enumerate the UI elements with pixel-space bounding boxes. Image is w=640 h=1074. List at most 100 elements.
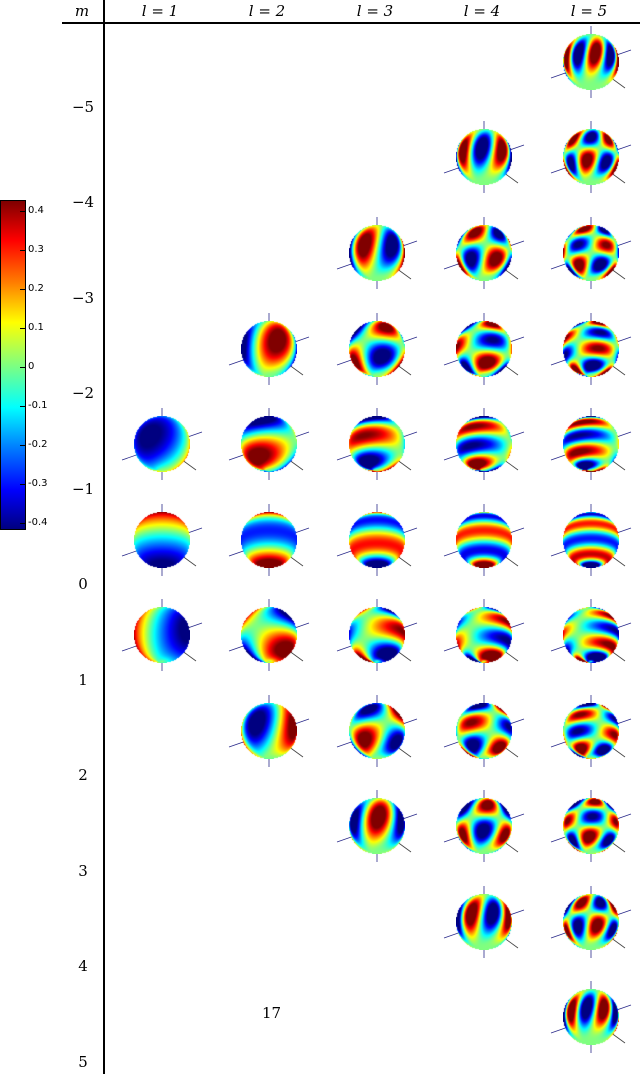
row-label-m3: 3 — [78, 862, 88, 880]
colorbar-tick-mark — [20, 367, 26, 368]
column-header-l5: l = 5 — [570, 2, 608, 20]
colorbar-tick-mark — [20, 211, 26, 212]
sphere-surface — [134, 416, 190, 472]
sphere-l3-m1 — [336, 599, 418, 671]
sphere-l4-m-1 — [443, 408, 525, 480]
colorbar-tick-label: -0.4 — [28, 517, 48, 528]
sphere-l1-m1 — [121, 599, 203, 671]
sphere-l2-m-2 — [228, 313, 310, 385]
sphere-surface — [134, 512, 190, 568]
sphere-l2-m0 — [228, 504, 310, 576]
sphere-l1-m-1 — [121, 408, 203, 480]
sphere-l5-m4 — [550, 886, 632, 958]
colorbar-tick-label: 0.2 — [28, 283, 44, 294]
colorbar-tick-mark — [20, 250, 26, 251]
row-label-m1: 1 — [78, 671, 88, 689]
sphere-surface — [241, 512, 297, 568]
header-rule — [62, 22, 640, 24]
sphere-l4-m1 — [443, 599, 525, 671]
sphere-l4-m-3 — [443, 217, 525, 289]
sphere-surface — [349, 798, 405, 854]
colorbar-tick-label: -0.2 — [28, 439, 48, 450]
colorbar-tick-mark — [20, 289, 26, 290]
sphere-l5-m2 — [550, 695, 632, 767]
sphere-l5-m-1 — [550, 408, 632, 480]
sphere-surface — [563, 225, 619, 281]
sphere-l4-m0 — [443, 504, 525, 576]
sphere-l3-m-2 — [336, 313, 418, 385]
column-header-l4: l = 4 — [463, 2, 501, 20]
sphere-l2-m-1 — [228, 408, 310, 480]
sphere-l3-m0 — [336, 504, 418, 576]
sphere-surface — [349, 607, 405, 663]
sphere-l3-m3 — [336, 790, 418, 862]
sphere-l4-m4 — [443, 886, 525, 958]
column-header-l2: l = 2 — [248, 2, 286, 20]
colorbar-tick-mark — [20, 445, 26, 446]
colorbar-tick-label: -0.3 — [28, 478, 48, 489]
sphere-surface — [563, 989, 619, 1045]
sphere-surface — [349, 416, 405, 472]
sphere-l1-m0 — [121, 504, 203, 576]
sphere-surface — [563, 129, 619, 185]
colorbar — [0, 200, 26, 530]
colorbar-tick-mark — [20, 328, 26, 329]
sphere-surface — [134, 607, 190, 663]
sphere-surface — [563, 894, 619, 950]
sphere-surface — [563, 798, 619, 854]
row-label-m0: 0 — [78, 575, 88, 593]
sphere-surface — [456, 416, 512, 472]
row-label-m4: 4 — [78, 957, 88, 975]
sphere-l3-m-1 — [336, 408, 418, 480]
row-label-m-4: −4 — [71, 193, 95, 211]
sphere-l5-m0 — [550, 504, 632, 576]
colorbar-tick-label: 0 — [28, 361, 35, 372]
sphere-l4-m-2 — [443, 313, 525, 385]
row-label-m-2: −2 — [71, 384, 95, 402]
sphere-surface — [456, 129, 512, 185]
sphere-surface — [456, 225, 512, 281]
sphere-surface — [349, 225, 405, 281]
sphere-surface — [349, 703, 405, 759]
sphere-l5-m-5 — [550, 26, 632, 98]
sphere-l5-m1 — [550, 599, 632, 671]
row-label-m-5: −5 — [71, 98, 95, 116]
sphere-surface — [456, 321, 512, 377]
sphere-l5-m3 — [550, 790, 632, 862]
row-label-m-1: −1 — [71, 480, 95, 498]
colorbar-tick-label: 0.3 — [28, 244, 44, 255]
colorbar-tick-label: 0.1 — [28, 322, 44, 333]
sphere-l4-m3 — [443, 790, 525, 862]
sphere-surface — [241, 607, 297, 663]
sphere-surface — [563, 703, 619, 759]
sphere-l4-m2 — [443, 695, 525, 767]
sphere-l5-m-2 — [550, 313, 632, 385]
page-number: 17 — [262, 1004, 282, 1022]
sphere-surface — [456, 703, 512, 759]
sphere-surface — [241, 416, 297, 472]
colorbar-tick-mark — [20, 484, 26, 485]
sphere-surface — [563, 34, 619, 90]
colorbar-tick-label: 0.4 — [28, 205, 44, 216]
sphere-surface — [563, 512, 619, 568]
sphere-l2-m2 — [228, 695, 310, 767]
colorbar-tick-label: -0.1 — [28, 400, 48, 411]
sphere-l5-m5 — [550, 981, 632, 1053]
sphere-surface — [563, 607, 619, 663]
sphere-surface — [456, 607, 512, 663]
sphere-surface — [563, 416, 619, 472]
sphere-l3-m-3 — [336, 217, 418, 289]
sphere-surface — [241, 321, 297, 377]
sphere-l4-m-4 — [443, 121, 525, 193]
row-label-rule — [103, 0, 105, 1074]
sphere-l2-m1 — [228, 599, 310, 671]
colorbar-tick-mark — [20, 523, 26, 524]
sphere-l3-m2 — [336, 695, 418, 767]
colorbar-tick-mark — [20, 406, 26, 407]
row-label-m-3: −3 — [71, 289, 95, 307]
sphere-l5-m-4 — [550, 121, 632, 193]
sphere-surface — [456, 894, 512, 950]
row-label-m5: 5 — [78, 1053, 88, 1071]
sphere-surface — [241, 703, 297, 759]
